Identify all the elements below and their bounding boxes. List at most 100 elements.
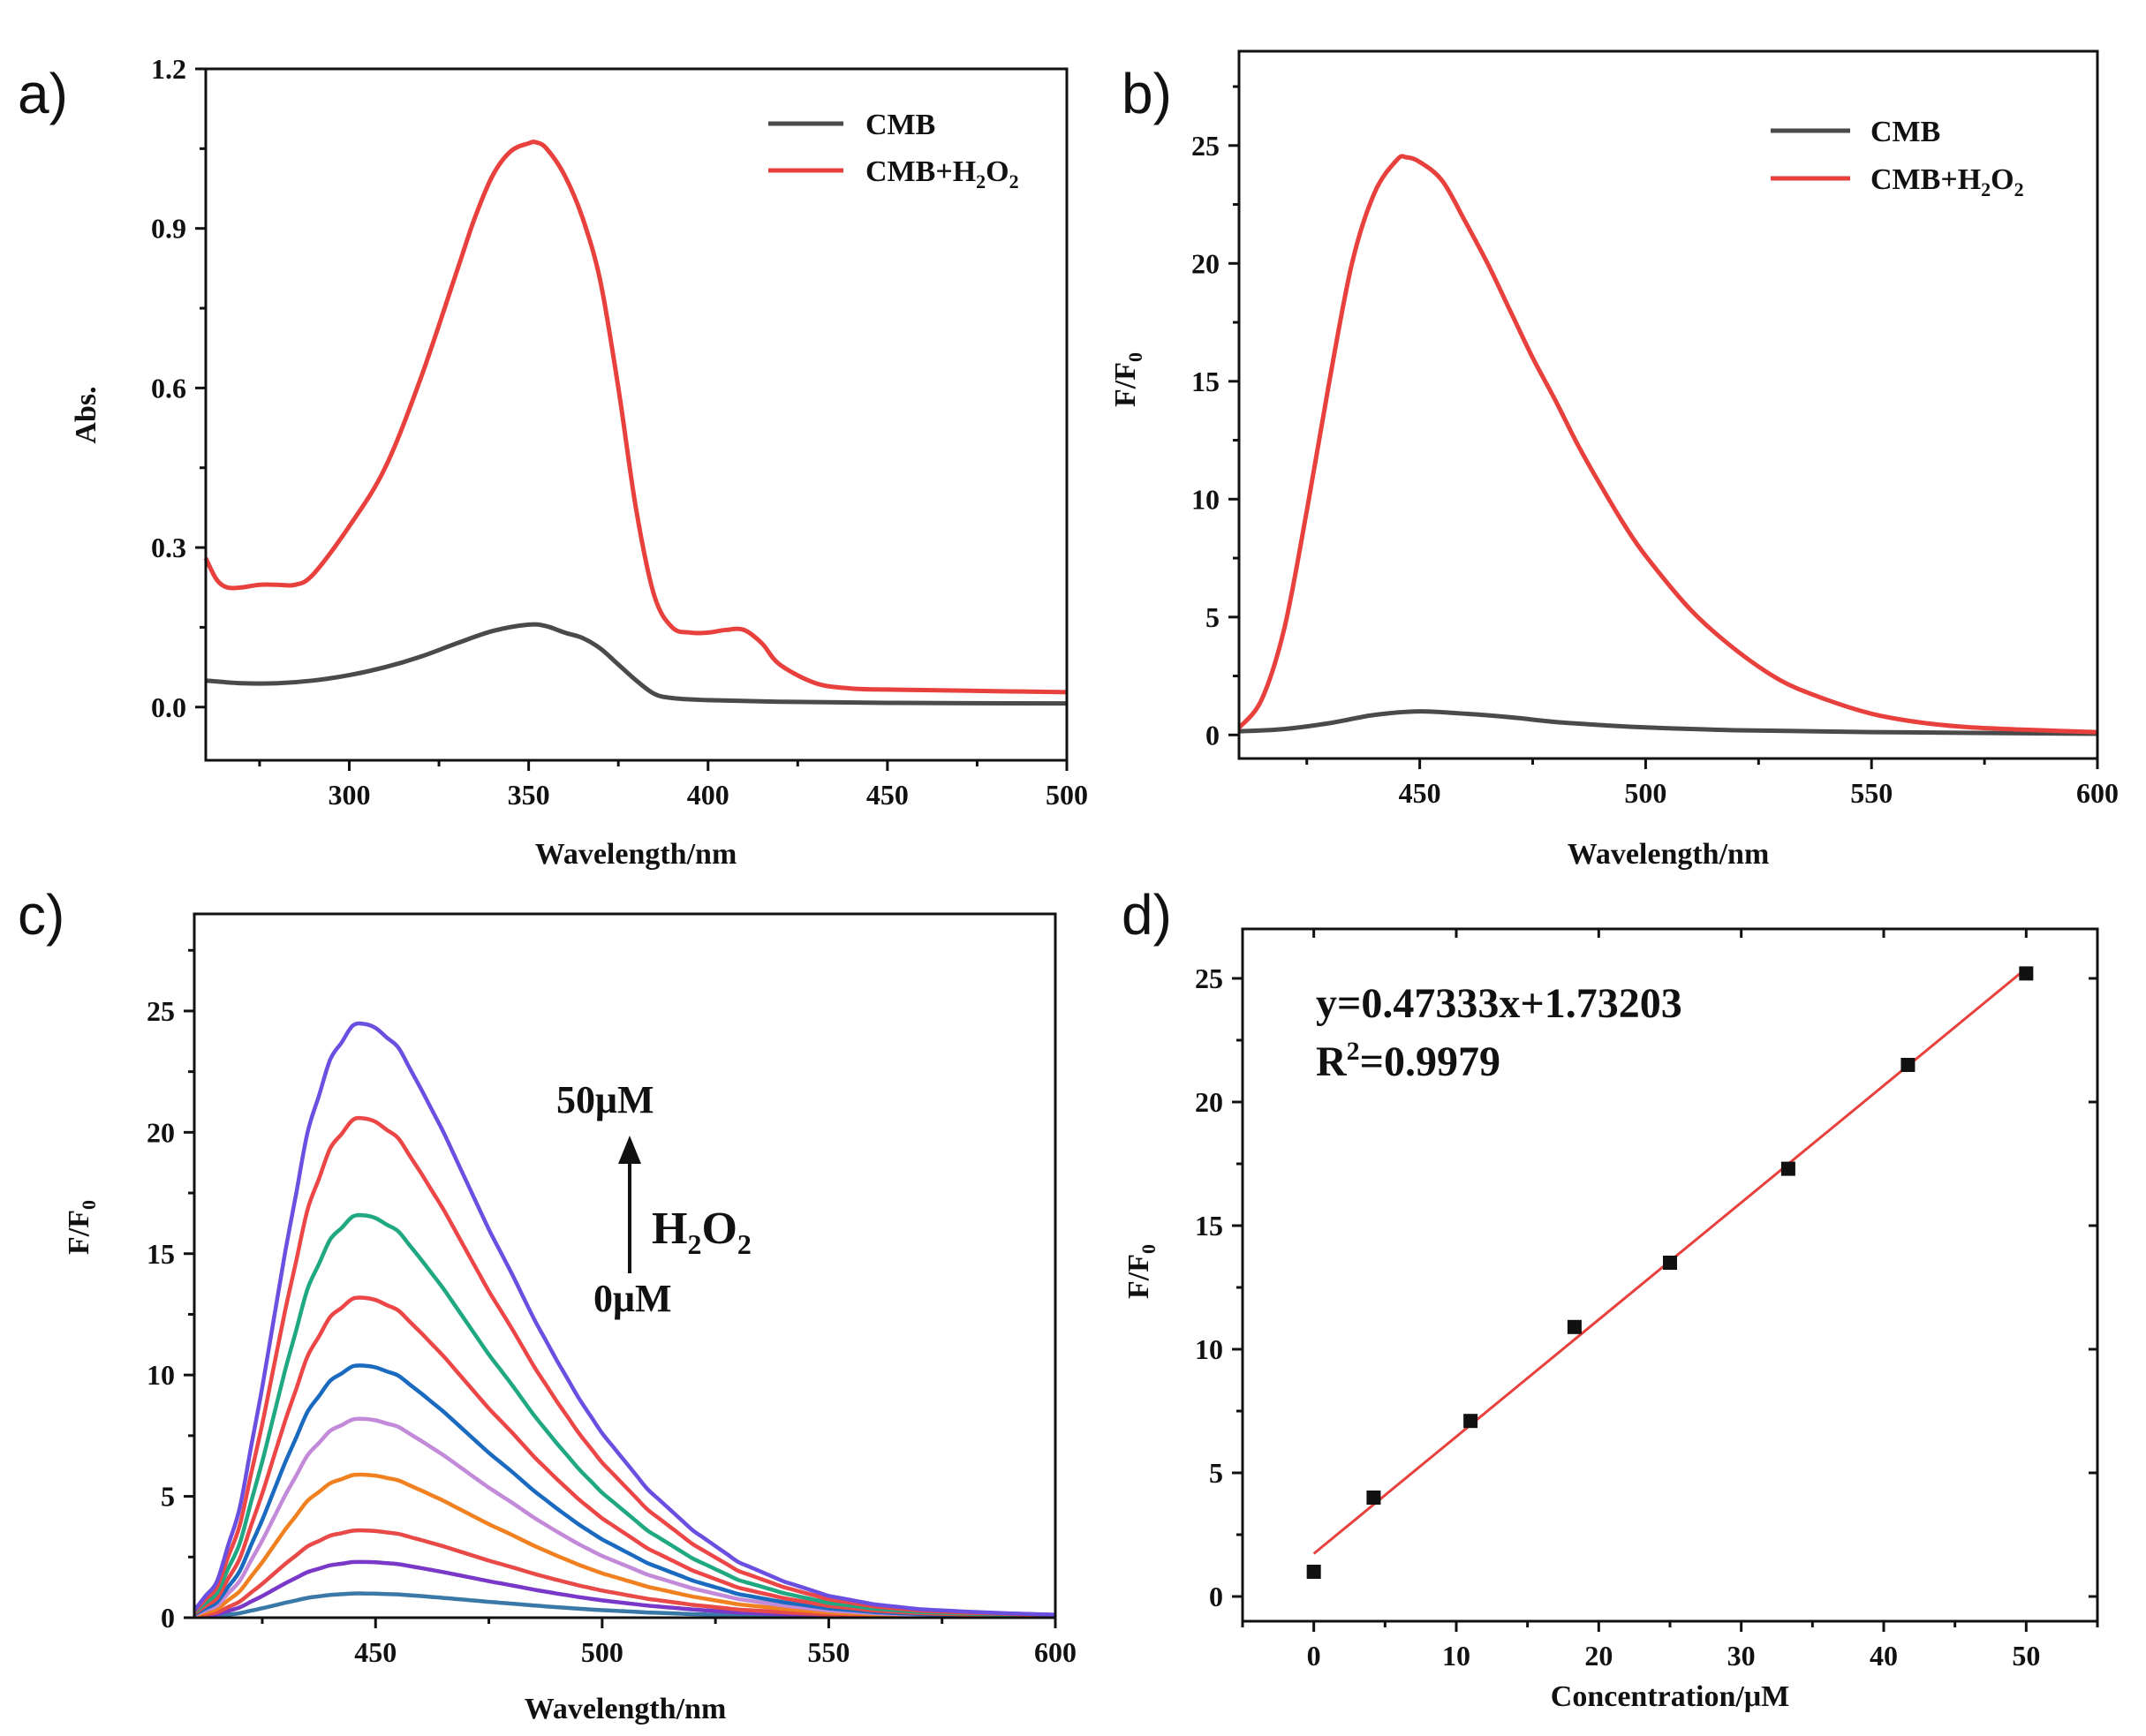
x-tick-label-b-3: 600 xyxy=(2076,777,2119,809)
y-tick-label-b-2: 10 xyxy=(1191,483,1220,515)
annotation-reagent-sub2: 2 xyxy=(737,1228,752,1260)
panel-label-a: a) xyxy=(18,62,68,125)
data-point-4 xyxy=(1663,1256,1677,1270)
y-tick-label-d-1: 5 xyxy=(1209,1457,1223,1489)
fit-r-squared-rest: =0.9979 xyxy=(1360,1038,1500,1085)
y-axis-title-a: Abs. xyxy=(70,386,102,443)
y-tick-label-b-3: 15 xyxy=(1191,366,1220,397)
data-point-7 xyxy=(2019,966,2034,981)
series-line-b-0 xyxy=(1238,709,2098,736)
y-tick-label-d-2: 10 xyxy=(1195,1333,1223,1365)
y-axis-title-c: F/F0 xyxy=(63,1200,100,1255)
x-tick-label-c-1: 500 xyxy=(581,1636,623,1668)
x-tick-label-d-2: 20 xyxy=(1584,1640,1613,1672)
legend-label-cmb-b: CMB xyxy=(1870,116,1940,148)
data-point-5 xyxy=(1780,1161,1795,1176)
annotation-arrow-head xyxy=(618,1136,641,1164)
annotation-reagent-base: H xyxy=(652,1204,687,1254)
y-tick-label-c-4: 20 xyxy=(147,1116,175,1148)
fit-r-squared-base: R xyxy=(1316,1038,1348,1085)
x-axis-title-c: Wavelength/nm xyxy=(525,1693,727,1725)
fit-equation: y=0.47333x+1.73203 xyxy=(1316,980,1682,1027)
y-tick-label-c-1: 5 xyxy=(161,1481,175,1513)
y-axis-title-b-sub: 0 xyxy=(1124,352,1146,362)
data-point-6 xyxy=(1900,1058,1916,1072)
x-axis-title-b: Wavelength/nm xyxy=(1568,838,1770,871)
y-axis-title-d: F/F0 xyxy=(1122,1244,1160,1299)
y-tick-label-d-5: 25 xyxy=(1195,962,1223,994)
annotation-top: 50μM xyxy=(556,1078,654,1121)
annotation-reagent: H2O2 xyxy=(652,1204,752,1260)
concentration-annotation: 50μM H2O2 0μM xyxy=(556,1078,752,1320)
y-axis-title-c-base: F/F xyxy=(63,1210,95,1255)
y-axis-title-b: F/F0 xyxy=(1109,352,1146,407)
legend-label-cmb-h2o2-b: CMB+H2O2 xyxy=(1870,163,2024,200)
legend-label-cmb-a: CMB xyxy=(865,109,935,141)
series-line-a-0 xyxy=(205,622,1068,706)
data-point-2 xyxy=(1463,1414,1478,1429)
x-tick-label-b-2: 550 xyxy=(1850,777,1893,809)
y-tick-label-b-1: 5 xyxy=(1205,601,1220,633)
spectrum-line-7 xyxy=(193,1212,1056,1619)
legend-label-b-sub1: 2 xyxy=(1981,178,1991,200)
spectrum-line-9 xyxy=(193,1021,1056,1617)
plot-area-d: 0 10 20 30 40 50 0 5 10 15 20 25 xyxy=(1195,929,2099,1672)
x-tick-label-b-0: 450 xyxy=(1399,777,1441,809)
y-tick-label-a-3: 0.9 xyxy=(151,213,186,245)
fit-r-squared: R2=0.9979 xyxy=(1316,1037,1500,1085)
x-tick-label-d-4: 40 xyxy=(1870,1640,1898,1672)
axes-frame-c xyxy=(193,912,1057,1619)
x-tick-label-d-1: 10 xyxy=(1442,1640,1470,1672)
annotation-bottom: 0μM xyxy=(593,1277,671,1320)
y-axis-title-b-base: F/F xyxy=(1109,362,1142,407)
y-tick-label-d-0: 0 xyxy=(1209,1581,1223,1612)
legend-label-b-mid: O xyxy=(1991,163,2014,196)
x-tick-label-c-3: 600 xyxy=(1034,1636,1077,1668)
y-tick-label-c-5: 25 xyxy=(147,995,175,1027)
x-tick-label-a-1: 350 xyxy=(508,779,550,811)
series-line-a-1 xyxy=(203,140,1068,695)
legend-label-a-base: CMB+H xyxy=(865,155,976,188)
x-axis-title-d: Concentration/μM xyxy=(1551,1680,1789,1713)
series-line-b-1 xyxy=(1237,154,2098,735)
y-axis-title-c-sub: 0 xyxy=(78,1200,100,1210)
legend-label-b-sub2: 2 xyxy=(2014,178,2024,200)
x-tick-label-a-3: 450 xyxy=(866,779,909,811)
x-tick-label-c-0: 450 xyxy=(354,1636,397,1668)
y-tick-label-d-3: 15 xyxy=(1195,1210,1223,1242)
y-tick-label-a-4: 1.2 xyxy=(151,53,186,85)
y-tick-label-b-4: 20 xyxy=(1191,247,1220,279)
panel-label-c: c) xyxy=(18,883,64,947)
y-tick-label-a-1: 0.3 xyxy=(151,532,186,563)
panel-label-d: d) xyxy=(1122,883,1172,947)
y-tick-label-d-4: 20 xyxy=(1195,1086,1223,1118)
y-tick-label-c-0: 0 xyxy=(161,1602,175,1634)
legend-label-a-mid: O xyxy=(986,155,1009,188)
y-tick-label-c-2: 10 xyxy=(147,1359,175,1391)
data-point-1 xyxy=(1366,1491,1381,1505)
x-tick-label-a-2: 400 xyxy=(687,779,729,811)
x-tick-label-d-5: 50 xyxy=(2012,1640,2040,1672)
y-tick-label-a-2: 0.6 xyxy=(151,372,186,404)
y-tick-label-b-5: 25 xyxy=(1191,130,1220,162)
legend-label-a-sub2: 2 xyxy=(1009,170,1019,192)
annotation-reagent-mid: O xyxy=(701,1204,737,1254)
data-point-0 xyxy=(1306,1565,1321,1579)
axes-frame-d xyxy=(1241,927,2099,1623)
y-axis-title-d-base: F/F xyxy=(1122,1254,1155,1299)
legend-b: CMB CMB+H2O2 xyxy=(1771,116,2024,200)
legend-label-a-sub1: 2 xyxy=(976,170,986,192)
x-tick-label-a-4: 500 xyxy=(1046,779,1088,811)
spectrum-line-4 xyxy=(193,1416,1055,1619)
plot-area-b: 450 500 550 600 0 5 10 15 20 25 xyxy=(1191,85,2119,809)
y-axis-title-d-sub: 0 xyxy=(1137,1244,1160,1254)
x-axis-title-a: Wavelength/nm xyxy=(535,838,737,871)
plot-area-c: 450 500 550 600 0 5 10 15 20 25 xyxy=(147,948,1077,1668)
annotation-reagent-sub1: 2 xyxy=(687,1228,701,1260)
data-point-3 xyxy=(1567,1319,1582,1334)
y-tick-label-b-0: 0 xyxy=(1205,719,1220,751)
y-tick-label-a-0: 0.0 xyxy=(151,691,186,723)
